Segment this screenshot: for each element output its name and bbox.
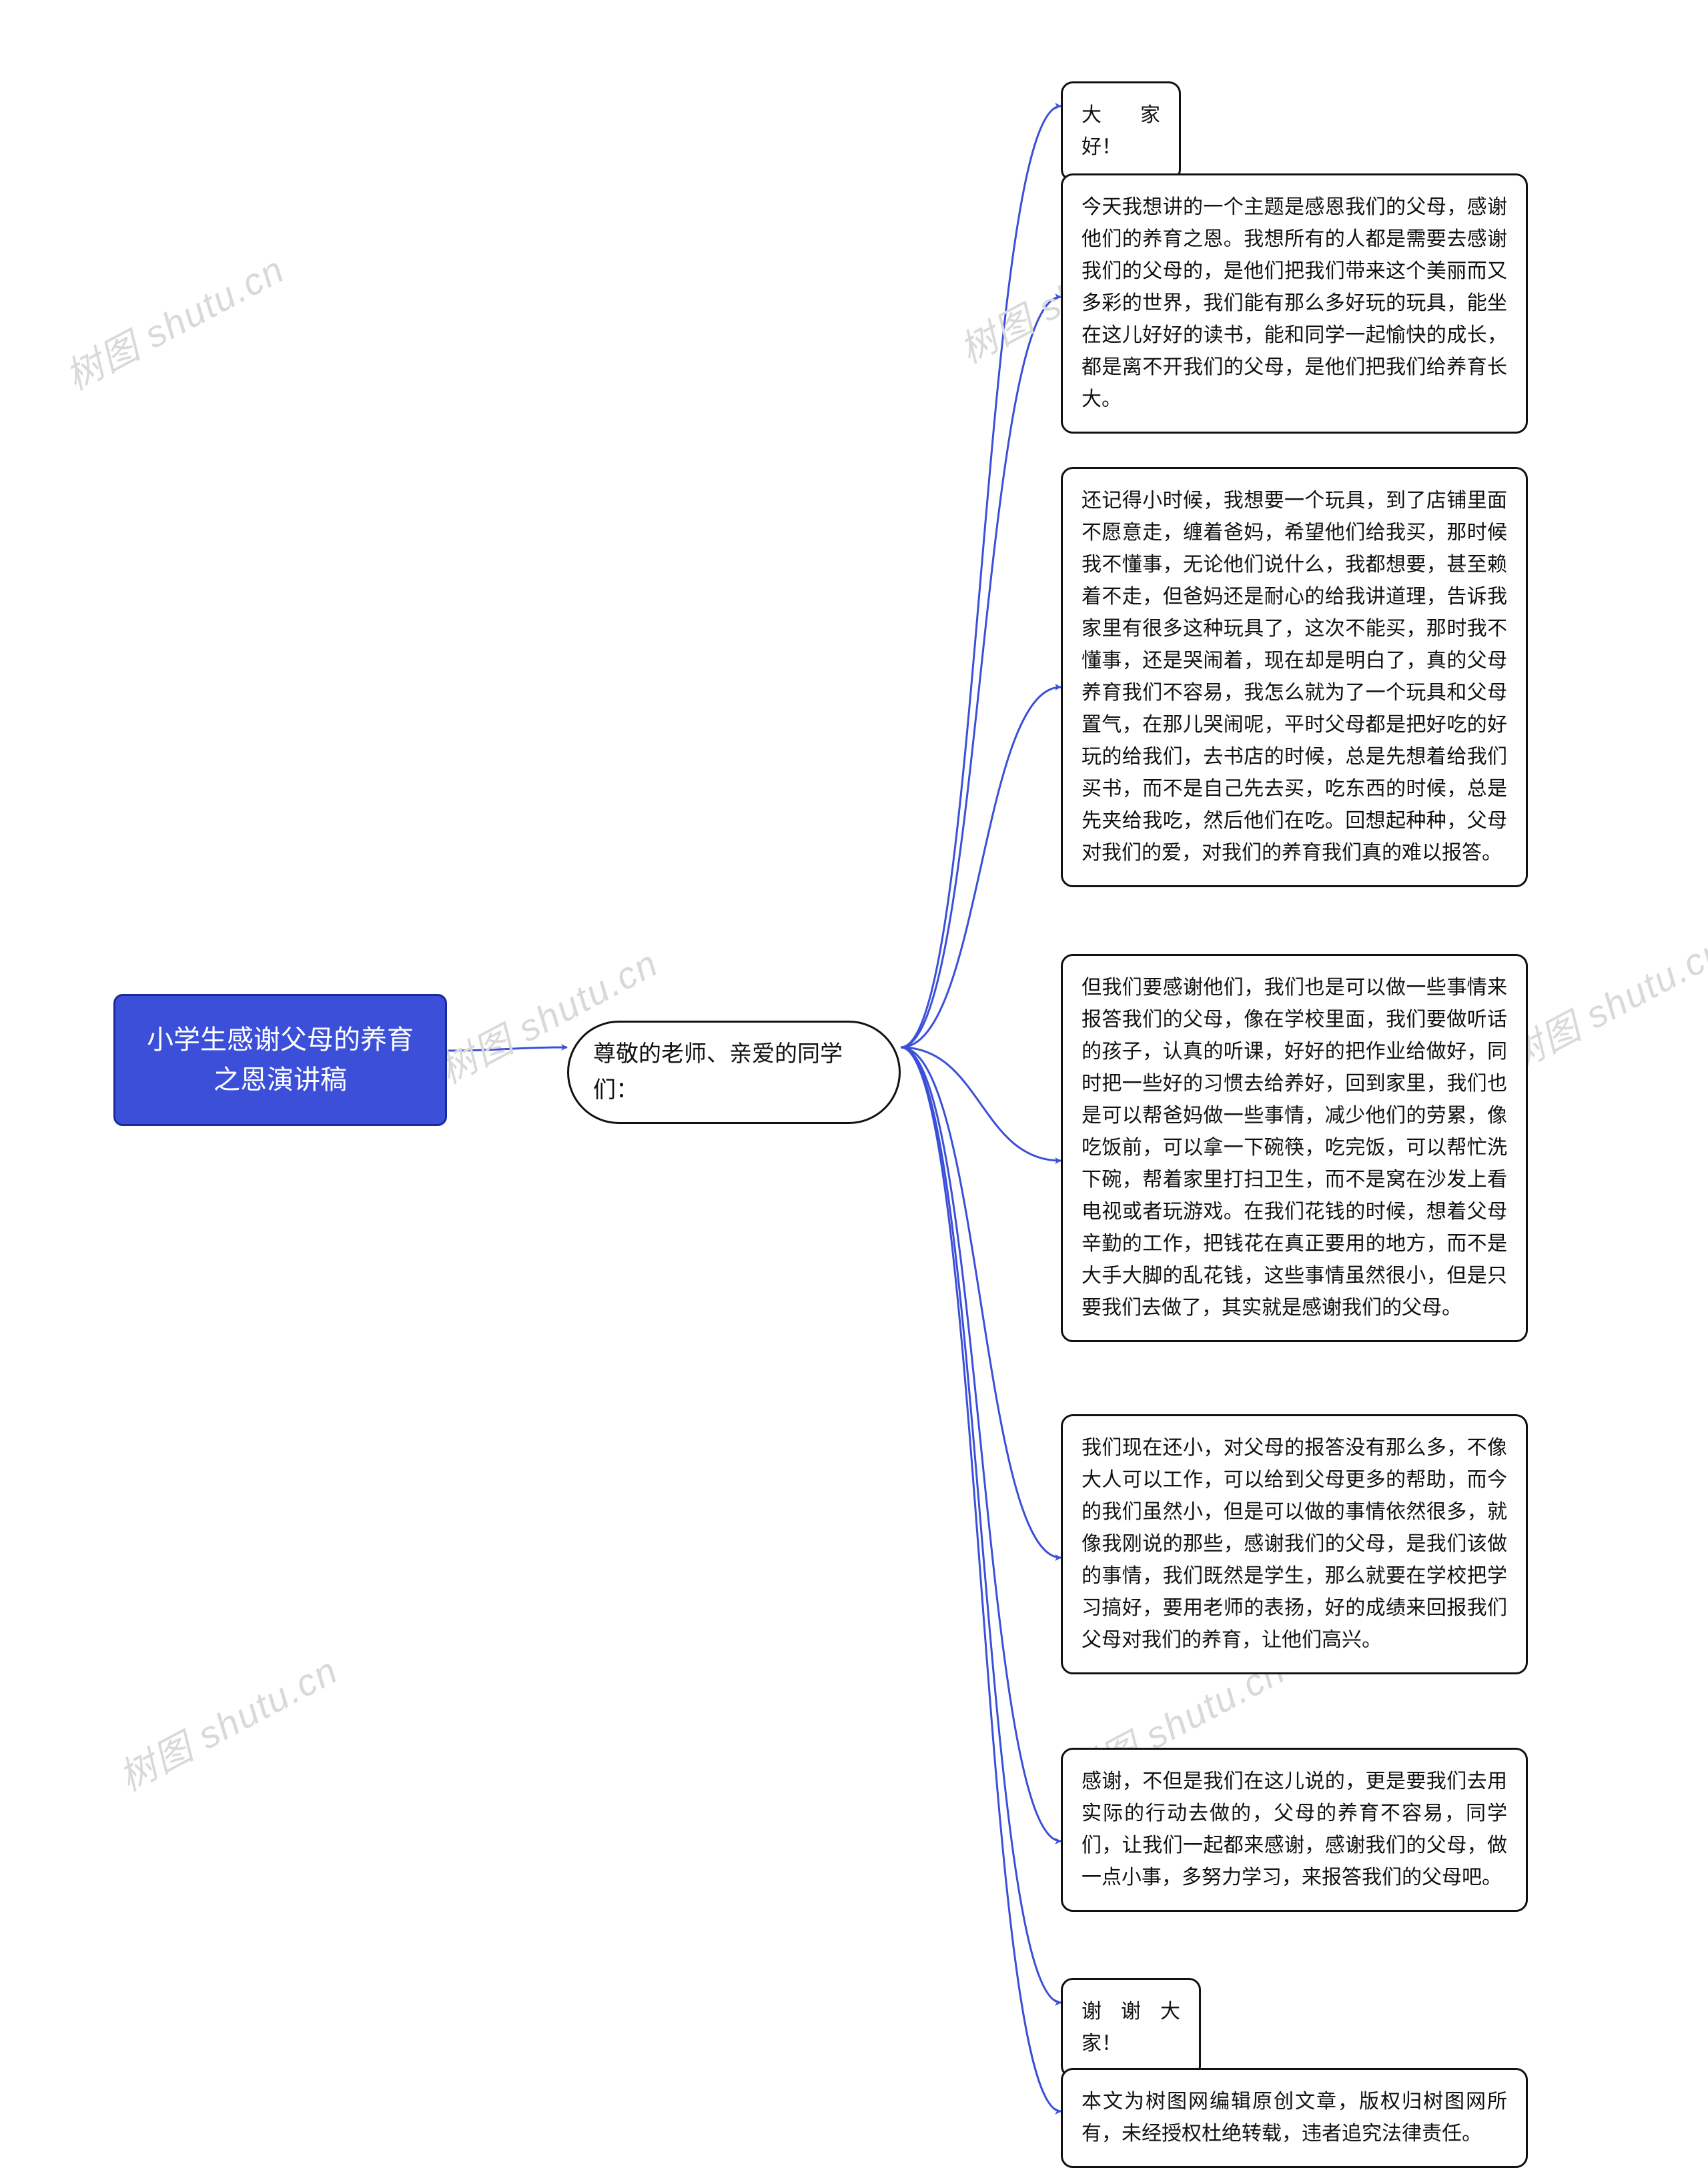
sub-node: 尊敬的老师、亲爱的同学们： bbox=[567, 1021, 901, 1124]
leaf-node: 本文为树图网编辑原创文章，版权归树图网所有，未经授权杜绝转载，违者追究法律责任。 bbox=[1061, 2068, 1528, 2168]
leaf-node: 还记得小时候，我想要一个玩具，到了店铺里面不愿意走，缠着爸妈，希望他们给我买，那… bbox=[1061, 467, 1528, 887]
leaf-node: 感谢，不但是我们在这儿说的，更是要我们去用实际的行动去做的，父母的养育不容易，同… bbox=[1061, 1748, 1528, 1912]
leaf-text: 今天我想讲的一个主题是感恩我们的父母，感谢他们的养育之恩。我想所有的人都是需要去… bbox=[1082, 196, 1507, 410]
leaf-node: 但我们要感谢他们，我们也是可以做一些事情来报答我们的父母，像在学校里面，我们要做… bbox=[1061, 954, 1528, 1342]
leaf-node: 我们现在还小，对父母的报答没有那么多，不像大人可以工作，可以给到父母更多的帮助，… bbox=[1061, 1414, 1528, 1674]
leaf-text: 感谢，不但是我们在这儿说的，更是要我们去用实际的行动去做的，父母的养育不容易，同… bbox=[1082, 1770, 1507, 1888]
mindmap-canvas: 树图 shutu.cn 树图 shutu.cn 树图 shutu.cn 树图 s… bbox=[0, 0, 1708, 2137]
leaf-text: 还记得小时候，我想要一个玩具，到了店铺里面不愿意走，缠着爸妈，希望他们给我买，那… bbox=[1082, 490, 1507, 864]
watermark: 树图 shutu.cn bbox=[55, 240, 293, 401]
leaf-node: 今天我想讲的一个主题是感恩我们的父母，感谢他们的养育之恩。我想所有的人都是需要去… bbox=[1061, 173, 1528, 434]
sub-text: 尊敬的老师、亲爱的同学们： bbox=[593, 1041, 843, 1103]
watermark: 树图 shutu.cn bbox=[108, 1641, 346, 1802]
leaf-text: 谢谢大家！ bbox=[1082, 2001, 1180, 2055]
leaf-text: 我们现在还小，对父母的报答没有那么多，不像大人可以工作，可以给到父母更多的帮助，… bbox=[1082, 1437, 1507, 1651]
leaf-text: 大家好！ bbox=[1082, 104, 1160, 158]
leaf-node: 谢谢大家！ bbox=[1061, 1978, 1201, 2078]
leaf-node: 大家好！ bbox=[1061, 81, 1181, 181]
root-text: 小学生感谢父母的养育之恩演讲稿 bbox=[147, 1025, 414, 1095]
leaf-text: 但我们要感谢他们，我们也是可以做一些事情来报答我们的父母，像在学校里面，我们要做… bbox=[1082, 977, 1507, 1319]
root-node: 小学生感谢父母的养育之恩演讲稿 bbox=[113, 994, 447, 1126]
